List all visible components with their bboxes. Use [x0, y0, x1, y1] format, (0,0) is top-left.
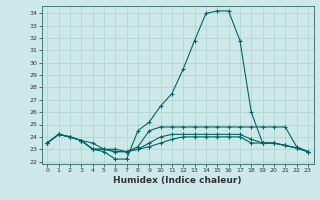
X-axis label: Humidex (Indice chaleur): Humidex (Indice chaleur) [113, 176, 242, 185]
